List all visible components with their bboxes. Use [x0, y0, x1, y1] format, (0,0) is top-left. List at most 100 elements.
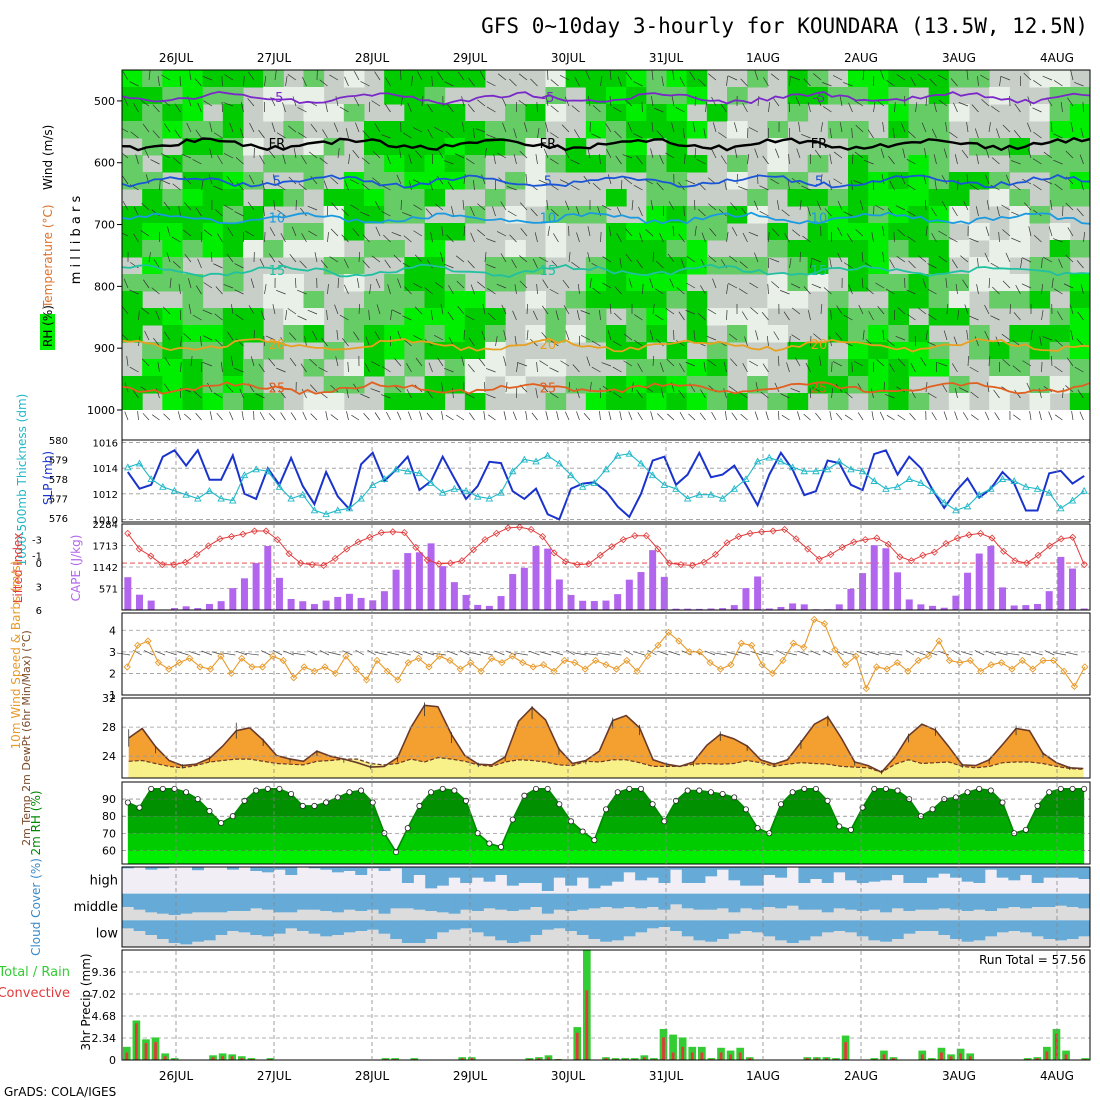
upper-air-tick-label: 900: [94, 342, 115, 355]
wind-barb: [344, 180, 349, 191]
surface-wind-barb: [419, 411, 423, 421]
wind-barb: [700, 389, 706, 399]
wind-barb: [1076, 208, 1084, 217]
wind-barb: [787, 180, 790, 191]
wind-barb: [986, 200, 990, 211]
cloud-bar: [343, 893, 356, 910]
rh-cell: [585, 291, 607, 309]
precip-convective-bar: [134, 1023, 138, 1060]
cloud-bar: [856, 867, 869, 883]
rh2m-marker: [1081, 785, 1088, 792]
cape-bar: [357, 597, 365, 610]
wind-barb: [990, 315, 1000, 321]
rh-cell: [485, 359, 506, 377]
cloud-bar: [320, 920, 333, 937]
wind-barb: [463, 174, 466, 185]
cape-bar: [614, 594, 622, 610]
cape-bar: [345, 593, 353, 610]
precip-convective-bar: [748, 1058, 752, 1060]
rh-cell: [868, 376, 889, 394]
wind10m-marker: [1070, 682, 1079, 691]
rh-cell: [807, 359, 829, 377]
cloud-bar: [903, 867, 916, 883]
date-label-top: 29JUL: [453, 51, 488, 65]
rh-cell: [767, 155, 788, 173]
rh-cell: [787, 104, 809, 122]
wind-barb: [880, 70, 885, 81]
wind-barb: [963, 200, 969, 211]
cape-bar: [240, 578, 248, 610]
upper-air-tick-label: 1000: [87, 404, 115, 417]
wind-barb: [437, 149, 444, 159]
wind-barb: [981, 99, 990, 107]
cape-bar: [1080, 608, 1088, 610]
wind-barb: [1014, 103, 1021, 113]
cloud-bar: [915, 893, 928, 910]
wind-barb: [1053, 133, 1063, 139]
cloud-bar: [320, 867, 333, 870]
rh-cell: [606, 70, 627, 88]
wind-barb: [339, 314, 349, 321]
wind-barb: [547, 226, 550, 237]
wind-barb: [234, 289, 244, 295]
wind10m-marker: [664, 628, 673, 637]
wind-barb: [381, 211, 391, 217]
wind10m-ylabel: 10m Wind Speed & Barbs (m/s): [9, 561, 23, 750]
rh-cell: [868, 240, 889, 258]
precip-convective-bar: [470, 1058, 474, 1060]
cloud-bar: [413, 893, 426, 910]
rh2m-marker: [603, 806, 610, 813]
rh-cell: [989, 257, 1010, 275]
wind-barb: [372, 177, 381, 185]
wind10m-marker: [383, 667, 392, 675]
wind-barb: [500, 253, 507, 263]
wind-barb: [130, 262, 139, 269]
thickness-marker: [940, 498, 948, 506]
rh-cell: [1029, 325, 1051, 343]
wind-barb: [738, 186, 748, 191]
wind-barb: [636, 259, 643, 269]
wind10m-barb: [1030, 651, 1043, 656]
wind10m-marker: [935, 637, 943, 645]
li-marker: [135, 545, 143, 553]
wind-barb: [580, 310, 591, 315]
wind-barb: [352, 150, 360, 159]
rh-cell: [142, 70, 163, 88]
wind-barb: [799, 200, 802, 211]
rh-cell: [343, 70, 365, 88]
surface-wind-barb: [650, 411, 654, 421]
thickness-line: [127, 453, 1085, 515]
wind10m-barb: [1065, 651, 1078, 656]
wind-barb: [188, 70, 192, 81]
wind-barb: [839, 96, 843, 107]
surface-wind-barb: [363, 412, 370, 421]
rh-cell: [868, 155, 889, 173]
rh-cell: [585, 308, 607, 326]
wind-barb: [789, 258, 792, 269]
surface-wind-barb: [512, 411, 517, 421]
wind-barb: [945, 122, 948, 133]
surface-wind-barb: [815, 412, 822, 421]
cape-bar: [672, 608, 680, 610]
wind-barb: [272, 174, 276, 185]
rh-cell: [807, 189, 829, 207]
surface-wind-barb: [984, 411, 990, 421]
wind-barb: [307, 309, 318, 315]
isotherm-label: FR: [811, 137, 828, 152]
thickness-tick-label: 577: [49, 495, 68, 506]
surface-wind-barb: [441, 411, 444, 421]
surface-wind-barb: [637, 412, 643, 421]
wind-barb: [772, 228, 780, 237]
rh-cell: [888, 87, 909, 105]
wind-barb: [990, 184, 1000, 191]
cloud-bar: [670, 920, 683, 931]
rh-cell: [908, 104, 930, 122]
cloud-bar: [541, 893, 554, 914]
wind10m-marker: [342, 652, 350, 660]
wind10m-barb: [938, 650, 950, 656]
wind-barb: [443, 160, 454, 165]
wind-barb: [820, 174, 823, 185]
cape-bar: [310, 604, 318, 610]
wind-barb: [707, 308, 717, 315]
cape-bar: [509, 574, 517, 610]
